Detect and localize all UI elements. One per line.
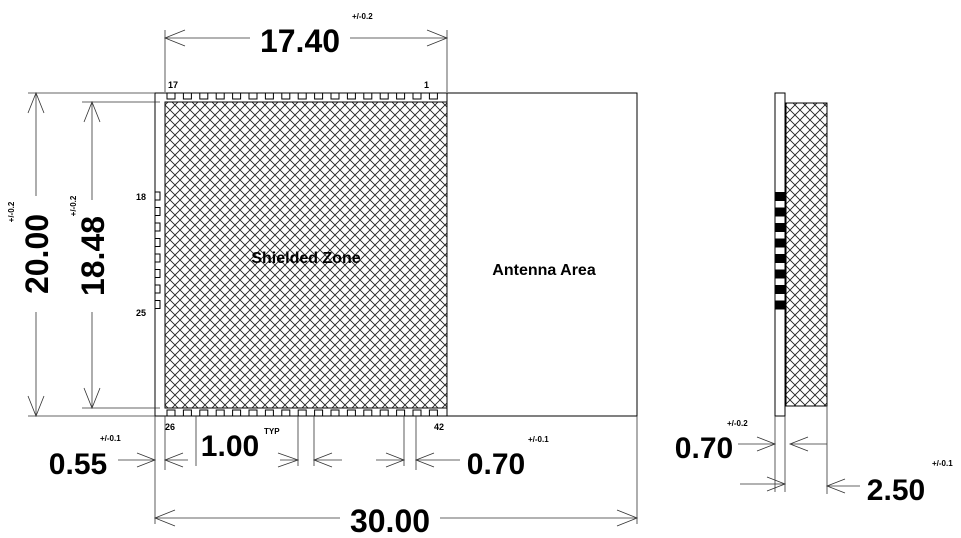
shield-height-tolerance: +/-0.2 <box>69 195 78 216</box>
side-pad <box>775 300 785 310</box>
pad-pitch-value: 1.00 <box>201 430 259 463</box>
left-offset-tolerance: +/-0.1 <box>100 434 121 443</box>
shielded-zone-label: Shielded Zone <box>251 250 360 267</box>
pads-bottom <box>165 409 438 417</box>
side-pad <box>775 254 785 263</box>
dim-right-pad-offset: 0.70 +/-0.1 <box>414 416 549 481</box>
left-offset-value: 0.55 <box>49 448 107 481</box>
pads-top <box>165 92 438 100</box>
side-pad <box>775 192 785 201</box>
shield-width-value: 17.40 <box>260 23 340 59</box>
pcb-thickness-tolerance: +/-0.2 <box>727 419 748 428</box>
pin-42-label: 42 <box>434 422 444 432</box>
pin-17-label: 17 <box>168 80 178 90</box>
dim-module-length: 30.00 <box>153 416 639 538</box>
side-pad <box>775 207 785 217</box>
dim-pitch-helper <box>312 416 406 468</box>
dim-total-thickness: 2.50 +/-0.1 <box>788 406 953 507</box>
dim-pcb-thickness: 0.70 +/-0.2 <box>675 416 787 492</box>
pad-row-top <box>165 92 438 100</box>
side-pad <box>775 223 785 232</box>
pin-25-label: 25 <box>136 308 146 318</box>
pcb-thickness-value: 0.70 <box>675 432 733 465</box>
side-pad <box>775 238 785 248</box>
total-thickness-tolerance: +/-0.1 <box>932 459 953 468</box>
dim-module-height: 20.00 +/-0.2 <box>7 91 155 418</box>
side-view-pads <box>775 192 785 310</box>
dim-pad-pitch: 1.00 TYP <box>195 416 300 468</box>
right-pad-offset-value: 0.70 <box>467 448 525 481</box>
pin-26-label: 26 <box>165 422 175 432</box>
dim-left-offset: 0.55 +/-0.1 <box>49 416 188 481</box>
dim-shield-height: 18.48 +/-0.2 <box>69 100 160 410</box>
dim-shield-width: 17.40 +/-0.2 <box>163 12 449 92</box>
module-height-value: 20.00 <box>19 214 55 294</box>
side-pad <box>775 269 785 279</box>
side-pad <box>775 285 785 294</box>
side-view-shield <box>785 102 828 407</box>
shield-height-value: 18.48 <box>75 216 111 296</box>
pin-1-label: 1 <box>424 80 429 90</box>
pin-18-label: 18 <box>136 192 146 202</box>
antenna-area-label: Antenna Area <box>492 262 596 279</box>
pads-left <box>154 190 161 316</box>
module-length-value: 30.00 <box>350 503 430 538</box>
shielded-zone <box>164 101 448 409</box>
right-pad-offset-tolerance: +/-0.1 <box>528 435 549 444</box>
pad-pitch-qualifier: TYP <box>264 427 280 436</box>
pad-row-left <box>154 190 161 316</box>
pad-row-bottom <box>165 409 438 417</box>
module-height-tolerance: +/-0.2 <box>7 201 16 222</box>
total-thickness-value: 2.50 <box>867 474 925 507</box>
shield-width-tolerance: +/-0.2 <box>352 12 373 21</box>
